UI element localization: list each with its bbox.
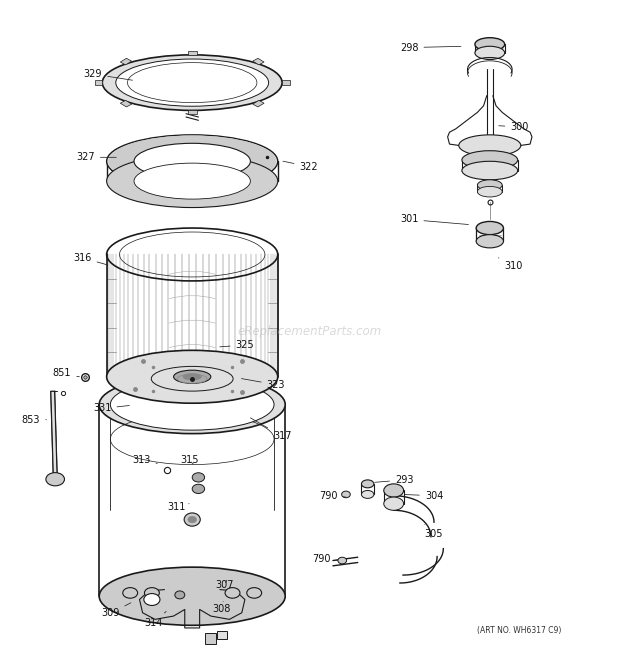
Ellipse shape (128, 63, 257, 102)
Ellipse shape (361, 490, 374, 498)
Ellipse shape (462, 151, 518, 169)
Ellipse shape (107, 135, 278, 188)
Text: 307: 307 (215, 580, 234, 590)
Ellipse shape (183, 373, 202, 380)
Text: 325: 325 (219, 340, 254, 350)
Text: 790: 790 (312, 553, 337, 564)
Ellipse shape (174, 370, 211, 383)
Text: 313: 313 (132, 455, 157, 465)
Ellipse shape (118, 356, 267, 401)
Text: 315: 315 (180, 455, 198, 465)
Text: 322: 322 (283, 161, 318, 172)
Ellipse shape (338, 557, 347, 564)
Text: 309: 309 (101, 603, 131, 619)
Text: 790: 790 (319, 490, 346, 501)
Polygon shape (205, 633, 216, 644)
Polygon shape (188, 110, 197, 114)
Text: 300: 300 (498, 122, 529, 132)
Text: 853: 853 (22, 414, 46, 425)
Polygon shape (120, 58, 131, 65)
Ellipse shape (476, 235, 503, 248)
Text: 327: 327 (76, 152, 117, 163)
Ellipse shape (107, 155, 278, 208)
Text: 308: 308 (213, 602, 231, 615)
Ellipse shape (384, 497, 404, 510)
Ellipse shape (184, 513, 200, 526)
Ellipse shape (384, 484, 404, 497)
Ellipse shape (116, 59, 268, 106)
Ellipse shape (177, 374, 207, 383)
Ellipse shape (459, 135, 521, 156)
Text: 331: 331 (93, 403, 130, 414)
Ellipse shape (175, 591, 185, 599)
Ellipse shape (475, 46, 505, 59)
Text: 316: 316 (73, 253, 108, 265)
Text: 301: 301 (400, 214, 469, 225)
Ellipse shape (477, 186, 502, 197)
Ellipse shape (107, 350, 278, 403)
Text: (ART NO. WH6317 C9): (ART NO. WH6317 C9) (477, 626, 561, 635)
Text: 311: 311 (167, 502, 189, 512)
Ellipse shape (192, 473, 205, 482)
Ellipse shape (108, 136, 276, 187)
Polygon shape (253, 100, 264, 107)
Polygon shape (217, 631, 227, 639)
Text: 329: 329 (84, 69, 133, 80)
Ellipse shape (477, 180, 502, 190)
Ellipse shape (342, 491, 350, 498)
Ellipse shape (144, 588, 159, 598)
Ellipse shape (476, 221, 503, 235)
Text: 851: 851 (53, 368, 79, 379)
Ellipse shape (462, 161, 518, 180)
Ellipse shape (134, 163, 250, 199)
Ellipse shape (123, 588, 138, 598)
Ellipse shape (46, 473, 64, 486)
Text: 293: 293 (374, 475, 414, 485)
Polygon shape (282, 80, 290, 85)
Text: 304: 304 (404, 490, 443, 501)
Polygon shape (51, 391, 57, 475)
Text: 305: 305 (425, 524, 443, 539)
Ellipse shape (247, 588, 262, 598)
Ellipse shape (134, 143, 250, 179)
Polygon shape (95, 80, 102, 85)
Ellipse shape (99, 375, 285, 434)
Ellipse shape (192, 485, 205, 494)
Ellipse shape (188, 516, 197, 523)
Ellipse shape (361, 480, 374, 488)
Ellipse shape (151, 366, 233, 391)
Ellipse shape (99, 567, 285, 625)
Polygon shape (188, 51, 197, 55)
Ellipse shape (118, 363, 267, 408)
Ellipse shape (225, 588, 240, 598)
Ellipse shape (110, 379, 274, 430)
Text: 310: 310 (498, 258, 523, 271)
Ellipse shape (144, 594, 160, 605)
Text: 317: 317 (250, 418, 291, 442)
Text: eReplacementParts.com: eReplacementParts.com (238, 325, 382, 338)
Text: 323: 323 (241, 379, 285, 390)
Text: 298: 298 (400, 42, 461, 53)
Polygon shape (120, 100, 131, 107)
Ellipse shape (475, 38, 505, 51)
Ellipse shape (102, 55, 282, 110)
Text: 314: 314 (144, 611, 166, 628)
Polygon shape (253, 58, 264, 65)
